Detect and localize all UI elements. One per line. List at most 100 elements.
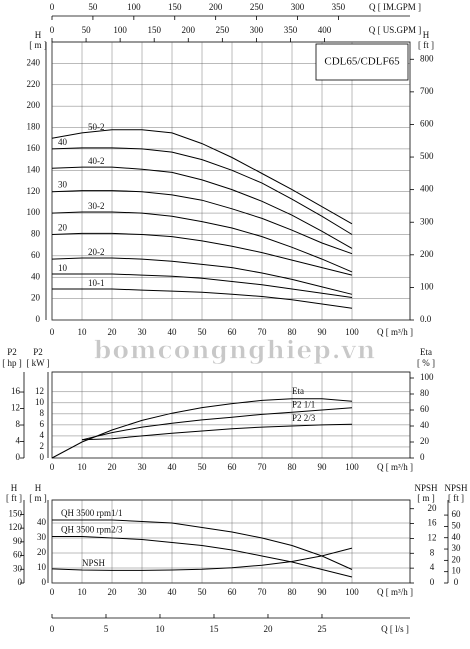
curve	[52, 288, 353, 309]
curve-label: 30-2	[88, 201, 105, 211]
y-axis-unit: [ m ]	[29, 493, 47, 503]
y-axis-unit: [ m ]	[29, 40, 47, 50]
x-tick-label: 10	[155, 624, 165, 634]
x-tick-label: 250	[216, 25, 230, 35]
x-tick-label: 90	[318, 587, 328, 597]
y-tick-label: 0	[42, 577, 47, 587]
x-tick-label: 30	[138, 327, 148, 337]
curve-label: P2 2/3	[292, 413, 316, 423]
x-axis-label: Q [ l/s ]	[381, 624, 409, 634]
x-tick-label: 100	[345, 462, 359, 472]
y-tick-label: 80	[420, 388, 430, 398]
y-tick-label: 700	[420, 86, 434, 96]
curve	[51, 147, 353, 235]
y-axis-unit: [ kW ]	[26, 358, 49, 368]
x-tick-label: 60	[228, 462, 238, 472]
y-tick-label: 200	[27, 100, 41, 110]
y-tick-label: 300	[420, 216, 434, 226]
y-tick-label: 0	[16, 452, 21, 462]
panel: 0 10 20 30 40 50 60 70 80 90 100 Q [ m³/h ]0 5 10 15 20…	[6, 483, 468, 634]
y-tick-label: 0	[18, 577, 23, 587]
y-tick-label: 12	[11, 403, 20, 413]
x-tick-label: 60	[228, 327, 238, 337]
curve-label: 10	[58, 263, 68, 273]
y-tick-label: 50	[452, 520, 462, 530]
x-tick-label: 60	[228, 587, 238, 597]
x-tick-label: 0	[50, 2, 55, 12]
y-tick-label: 30	[452, 543, 462, 553]
x-tick-label: 20	[108, 462, 118, 472]
curve-label: 40-2	[88, 156, 105, 166]
x-tick-label: 90	[318, 462, 328, 472]
y-tick-label: 6	[40, 419, 45, 429]
curve	[52, 536, 353, 578]
y-axis-unit: [ ft ]	[6, 493, 22, 503]
x-tick-label: 90	[318, 327, 328, 337]
y-tick-label: 100	[27, 207, 41, 217]
y-tick-label: 20	[37, 547, 47, 557]
x-tick-label: 70	[258, 327, 268, 337]
curve	[52, 273, 353, 298]
x-tick-label: 40	[168, 587, 178, 597]
x-tick-label: 15	[209, 624, 219, 634]
x-tick-label: 25	[317, 624, 327, 634]
y-tick-label: 8	[40, 408, 45, 418]
y-tick-label: 800	[420, 53, 434, 63]
y-tick-label: 60	[420, 404, 430, 414]
x-tick-label: 100	[113, 25, 127, 35]
x-tick-label: 80	[288, 587, 298, 597]
y-tick-label: 120	[27, 186, 41, 196]
watermark: bomcongnghiep.vn	[94, 336, 376, 365]
y-tick-label: 100	[420, 281, 434, 291]
y-tick-label: 40	[452, 532, 462, 542]
y-tick-label: 240	[27, 57, 41, 67]
y-tick-label: 140	[27, 164, 41, 174]
y-tick-label: 8	[430, 547, 435, 557]
y-axis-title: H	[423, 30, 430, 40]
y-tick-label: 16	[11, 386, 21, 396]
x-tick-label: 50	[198, 327, 208, 337]
y-axis-title: NPSH	[414, 483, 438, 493]
curve	[51, 232, 353, 276]
x-tick-label: 30	[138, 587, 148, 597]
y-tick-label: 2	[40, 441, 45, 451]
y-tick-label: 0	[430, 577, 435, 587]
y-tick-label: 0.0	[420, 314, 432, 324]
x-tick-label: 0	[50, 624, 55, 634]
y-tick-label: 4	[430, 562, 435, 572]
x-tick-label: 200	[209, 2, 223, 12]
plot-frame	[51, 371, 411, 459]
x-axis-label: Q [ m³/h ]	[377, 587, 413, 597]
y-axis-unit: [ hp ]	[2, 358, 22, 368]
chart-title: CDL65/CDLF65	[324, 56, 400, 68]
y-tick-label: 0	[36, 314, 41, 324]
y-tick-label: 100	[420, 372, 434, 382]
y-tick-label: 160	[27, 143, 41, 153]
y-tick-label: 120	[9, 522, 23, 532]
panel: 0 10 20 30 40 50 60 70 80 90 100 Q [ m³/h ]0481216P…	[2, 347, 435, 472]
curve	[81, 407, 353, 441]
y-axis-title: Eta	[420, 347, 432, 357]
curve-label: P2 1/1	[292, 399, 315, 409]
y-axis-title: H	[35, 30, 42, 40]
y-tick-label: 150	[9, 508, 23, 518]
y-tick-label: 60	[31, 250, 41, 260]
x-axis-label: Q [ IM.GPM ]	[369, 2, 421, 12]
x-tick-label: 20	[108, 327, 118, 337]
plot-frame	[51, 41, 411, 321]
x-tick-label: 50	[198, 462, 208, 472]
y-tick-label: 500	[420, 151, 434, 161]
x-axis-label: Q [ m³/h ]	[377, 462, 413, 472]
y-tick-label: 20	[420, 436, 430, 446]
y-axis-unit: [ % ]	[417, 358, 435, 368]
title-box	[315, 43, 409, 81]
curve	[51, 129, 353, 225]
y-axis-unit: [ m ]	[417, 493, 435, 503]
y-tick-label: 40	[31, 271, 41, 281]
x-tick-label: 150	[168, 2, 182, 12]
curve	[51, 190, 353, 255]
x-axis-label: Q [ US.GPM ]	[369, 25, 422, 35]
x-tick-label: 0	[50, 462, 55, 472]
y-axis-title: NPSH	[444, 483, 468, 493]
curve	[51, 166, 353, 249]
